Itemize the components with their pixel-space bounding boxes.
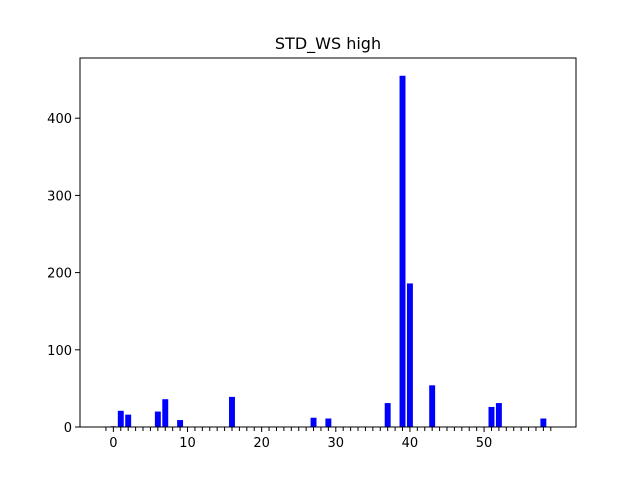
bar-52 (495, 403, 502, 427)
bar-29 (325, 418, 332, 427)
y-axis: 0 100 200 300 400 (47, 112, 80, 436)
plot-frame (79, 57, 577, 428)
bar-27 (310, 417, 317, 427)
x-tick-label: 30 (328, 436, 345, 451)
x-tick-label: 50 (476, 436, 493, 451)
bars-group (110, 75, 547, 427)
x-tick-label: 0 (109, 436, 117, 451)
chart-title: STD_WS high (275, 34, 381, 54)
bar-43 (429, 385, 436, 427)
bar-2 (125, 414, 132, 427)
x-tick-label: 40 (402, 436, 419, 451)
y-tick-label: 100 (47, 344, 72, 359)
bar-1 (117, 410, 124, 427)
y-tick-label: 400 (47, 112, 72, 127)
bar-16 (229, 396, 235, 427)
x-tick-label: 20 (253, 436, 270, 451)
bar-40 (406, 283, 413, 427)
y-tick-label: 200 (47, 267, 72, 282)
x-axis: 0 10 20 30 40 50 (105, 427, 552, 451)
x-tick-label: 10 (179, 436, 196, 451)
bar-58 (540, 418, 547, 427)
bar-6 (154, 411, 161, 427)
bar-7 (162, 399, 169, 427)
bar-37 (384, 403, 391, 427)
bar-51 (488, 406, 495, 427)
bar-39 (399, 75, 406, 427)
bar-9 (177, 420, 184, 427)
y-tick-label: 300 (47, 189, 72, 204)
y-tick-label: 0 (64, 421, 72, 436)
